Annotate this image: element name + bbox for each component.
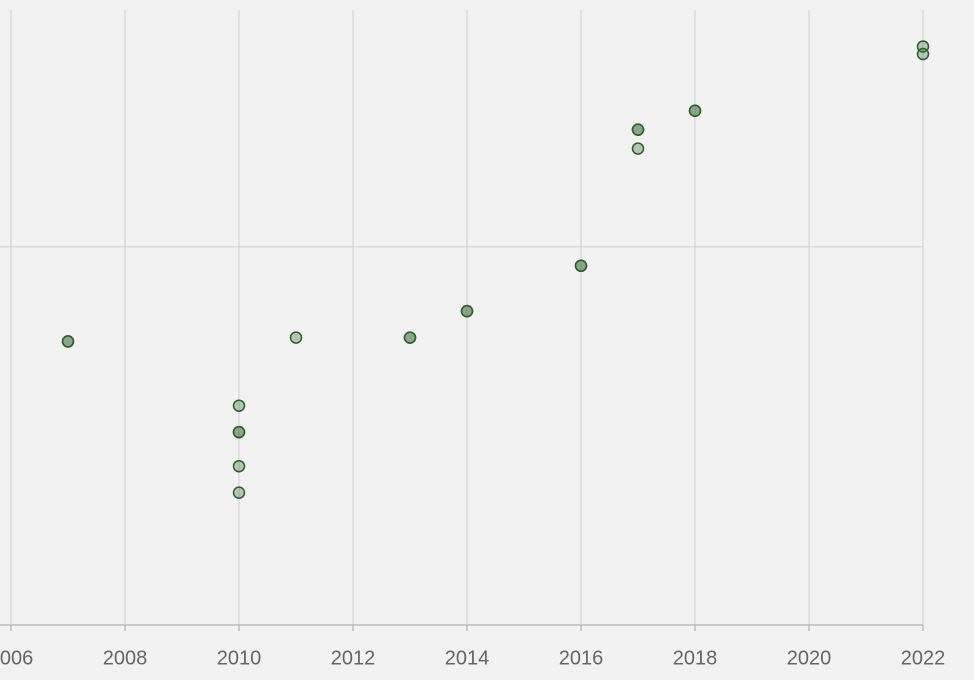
x-tick-label: 2010 <box>217 647 262 669</box>
x-tick-label: 2016 <box>559 647 604 669</box>
point <box>574 259 588 273</box>
point <box>61 335 75 348</box>
x-tick-label: 2014 <box>445 647 490 669</box>
point <box>232 459 246 473</box>
point <box>631 123 645 136</box>
point <box>232 399 246 412</box>
x-tick-label: 2012 <box>331 647 376 669</box>
x-tick-label: 2006 <box>0 647 33 669</box>
point <box>232 486 246 499</box>
x-tick-label: 2018 <box>673 647 718 669</box>
point <box>403 331 417 344</box>
point <box>232 425 246 439</box>
point <box>688 104 702 117</box>
point <box>631 142 645 155</box>
x-tick-label: 2022 <box>901 647 946 669</box>
point <box>289 331 303 344</box>
x-tick-label: 2020 <box>787 647 832 669</box>
point <box>916 47 930 61</box>
x-tick-label: 2008 <box>103 647 148 669</box>
point <box>460 304 474 318</box>
